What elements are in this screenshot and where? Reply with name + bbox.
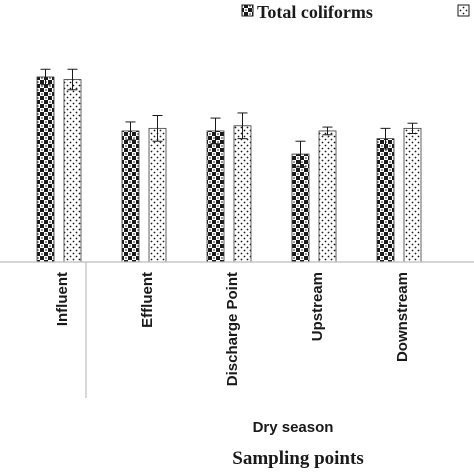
bar-series-1-4	[291, 153, 310, 263]
error-bar-series-2-5	[407, 122, 418, 134]
bar-series-1-2	[121, 130, 140, 263]
plot-area	[36, 68, 422, 263]
x-axis-title: Sampling points	[232, 448, 363, 469]
bar-series-2-4	[318, 130, 337, 263]
error-bar-series-1-3	[210, 117, 221, 145]
x-tick-label-5: Downstream	[394, 272, 411, 362]
error-bar-series-2-4	[322, 126, 333, 136]
legend-swatch-series-1	[241, 4, 254, 17]
bar-series-1-5	[376, 138, 395, 263]
x-tick-label-4: Upstream	[309, 272, 326, 341]
bar-series-2-5	[403, 127, 422, 263]
error-bar-series-1-2	[125, 121, 136, 141]
x-tick-labels: Downstream Influent Effluent Discharge Poin…	[54, 272, 411, 386]
bar-series-2-2	[148, 127, 167, 263]
bar-series-2-1	[63, 79, 82, 263]
legend-label-series-1: Total coliforms	[257, 2, 373, 22]
error-bar-series-1-1	[40, 68, 51, 86]
bar-series-1-1	[36, 76, 55, 263]
bar-series-2-3	[233, 125, 252, 263]
group-label: Dry season	[253, 419, 334, 436]
legend: Total coliforms	[241, 2, 470, 22]
bar-series-1-3	[206, 130, 225, 263]
error-bar-series-1-5	[380, 127, 391, 150]
error-bar-series-2-1	[67, 68, 78, 91]
x-tick-label-1: Influent	[54, 272, 71, 326]
error-bar-series-2-3	[237, 112, 248, 140]
x-tick-label-2: Effluent	[139, 272, 156, 328]
error-bar-series-1-4	[295, 140, 306, 168]
x-tick-label-3: Discharge Point	[224, 272, 241, 386]
legend-swatch-series-2	[457, 4, 470, 17]
error-bar-series-2-2	[152, 115, 163, 142]
